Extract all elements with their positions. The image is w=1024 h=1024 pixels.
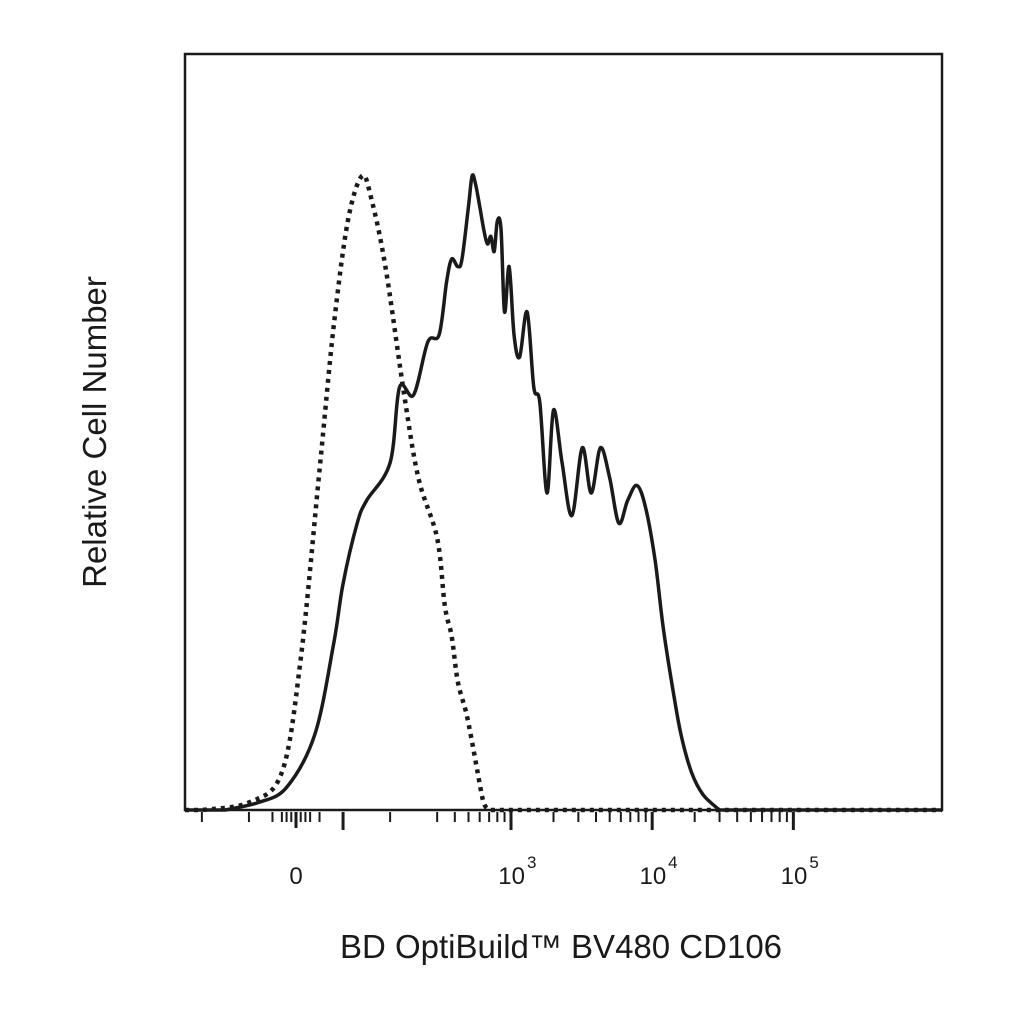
x-axis-label: BD OptiBuild™ BV480 CD106 <box>340 928 782 965</box>
series-stained-solid-line <box>185 173 942 812</box>
x-tick-label: 10 <box>781 863 808 890</box>
plot-frame <box>183 52 944 812</box>
x-tick-label-exponent: 5 <box>809 853 818 872</box>
series-layer <box>185 173 942 813</box>
x-tick-label: 10 <box>639 863 666 890</box>
x-tick-label: 0 <box>289 863 302 890</box>
x-axis-ticks <box>200 812 795 830</box>
x-tick-label-exponent: 3 <box>527 853 536 872</box>
x-tick-label: 10 <box>498 863 525 890</box>
series-control-dotted-line <box>185 173 942 813</box>
x-tick-label-exponent: 4 <box>668 853 677 872</box>
y-axis-label: Relative Cell Number <box>76 276 113 588</box>
